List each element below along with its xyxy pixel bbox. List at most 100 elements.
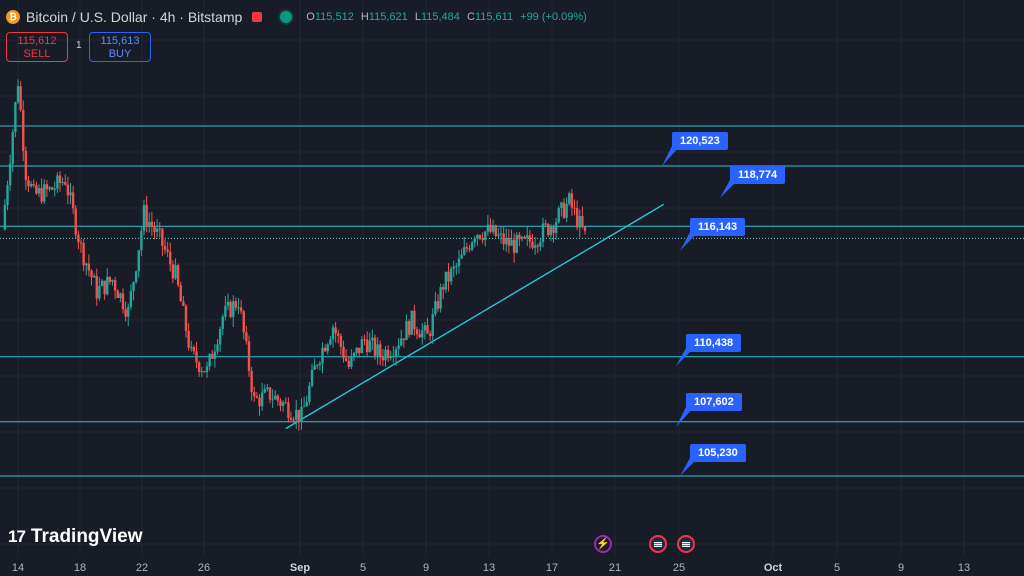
x-tick: 13 <box>482 562 496 574</box>
us-flag-icon[interactable] <box>649 535 667 553</box>
candle-body <box>560 202 563 209</box>
candle-body <box>463 247 466 255</box>
candle-body <box>145 205 148 226</box>
tradingview-logo[interactable]: 17 TradingView <box>8 526 143 548</box>
buy-button[interactable]: 115,613 BUY <box>89 32 151 62</box>
candle-body <box>108 276 112 282</box>
high-value: 115,621 <box>368 11 408 23</box>
candle-body <box>489 224 492 232</box>
candle-body <box>358 347 361 353</box>
candle-body <box>142 205 146 232</box>
candle-body <box>213 351 217 359</box>
candle-body <box>11 132 14 164</box>
candle-body <box>100 280 104 287</box>
us-flag-icon[interactable] <box>677 535 695 553</box>
candle-body <box>413 310 416 330</box>
candle-body <box>237 307 240 309</box>
ohlc-readout: O115,512 H115,621 L115,484 C115,611 +99 … <box>306 11 587 23</box>
candle-body <box>87 263 91 271</box>
low-value: 115,484 <box>420 11 460 23</box>
candle-body <box>37 188 41 194</box>
candle-body <box>321 347 324 364</box>
candle-body <box>66 184 70 196</box>
candle-body <box>444 271 448 290</box>
x-tick: 17 <box>545 562 559 574</box>
x-tick: 14 <box>11 562 25 574</box>
candle-body <box>292 419 295 421</box>
tradingview-mark-icon: 17 <box>8 527 26 546</box>
candle-body <box>397 345 400 350</box>
candle-body <box>405 321 408 341</box>
sell-price: 115,612 <box>17 35 57 47</box>
candle-body <box>494 225 497 236</box>
candle-body <box>106 276 109 295</box>
candle-body <box>305 402 308 407</box>
price-level-badge[interactable]: 105,230 <box>690 444 746 462</box>
candle-body <box>316 365 319 367</box>
candle-body <box>190 346 193 348</box>
candle-body <box>379 344 382 358</box>
candle-body <box>266 387 269 390</box>
candle-body <box>205 366 209 373</box>
candle-body <box>410 310 413 335</box>
change-value: +99 (+0.09%) <box>520 11 587 23</box>
candle-body <box>232 301 235 317</box>
candle-body <box>43 184 46 202</box>
bitcoin-icon: ₿ <box>6 10 20 24</box>
lightning-icon[interactable]: ⚡ <box>594 535 612 553</box>
candle-body <box>473 238 476 243</box>
candle-body <box>368 340 371 352</box>
candle-body <box>313 365 316 370</box>
sell-button[interactable]: 115,612 SELL <box>6 32 68 62</box>
candle-body <box>200 371 203 373</box>
price-level-badge[interactable]: 110,438 <box>686 334 742 352</box>
price-level-badge[interactable]: 120,523 <box>672 132 728 150</box>
candle-body <box>552 227 555 233</box>
candle-body <box>150 221 154 227</box>
x-tick: 9 <box>422 562 430 574</box>
candle-body <box>547 224 550 235</box>
symbol-title[interactable]: Bitcoin / U.S. Dollar · 4h · Bitstamp <box>26 9 243 25</box>
candle-body <box>184 305 188 331</box>
candle-body <box>239 307 243 312</box>
candle-body <box>421 330 424 338</box>
candle-body <box>127 306 130 317</box>
candle-body <box>562 202 566 218</box>
price-level-badge[interactable]: 116,143 <box>690 218 746 236</box>
candle-body <box>56 175 59 189</box>
candle-body <box>134 271 138 282</box>
price-level-badge[interactable]: 107,602 <box>686 393 742 411</box>
candle-body <box>344 358 348 361</box>
candle-body <box>208 354 211 367</box>
badge-pointer <box>720 180 738 198</box>
candle-body <box>442 287 445 290</box>
x-tick: 13 <box>957 562 971 574</box>
x-tick: 26 <box>197 562 211 574</box>
candle-body <box>308 385 311 403</box>
candle-body <box>176 265 180 285</box>
candle-body <box>505 238 508 245</box>
candle-body <box>263 389 266 393</box>
candle-body <box>197 362 201 372</box>
candle-body <box>476 235 479 239</box>
price-level-badge[interactable]: 118,774 <box>730 166 786 184</box>
candle-body <box>418 334 421 338</box>
candle-body <box>331 327 335 340</box>
candle-body <box>407 321 411 335</box>
candle-body <box>428 333 432 336</box>
candle-body <box>98 286 101 299</box>
badge-pointer <box>662 146 680 166</box>
candle-body <box>497 234 500 236</box>
candle-body <box>119 293 122 299</box>
candle-body <box>365 339 369 352</box>
symbol-status-icon <box>252 12 263 22</box>
buy-label: BUY <box>108 48 132 60</box>
candle-body <box>297 409 301 423</box>
candle-body <box>394 349 398 357</box>
candle-body <box>279 400 282 406</box>
candle-body <box>129 291 133 307</box>
candle-body <box>468 248 471 250</box>
candle-body <box>554 222 558 233</box>
candle-body <box>575 208 579 228</box>
